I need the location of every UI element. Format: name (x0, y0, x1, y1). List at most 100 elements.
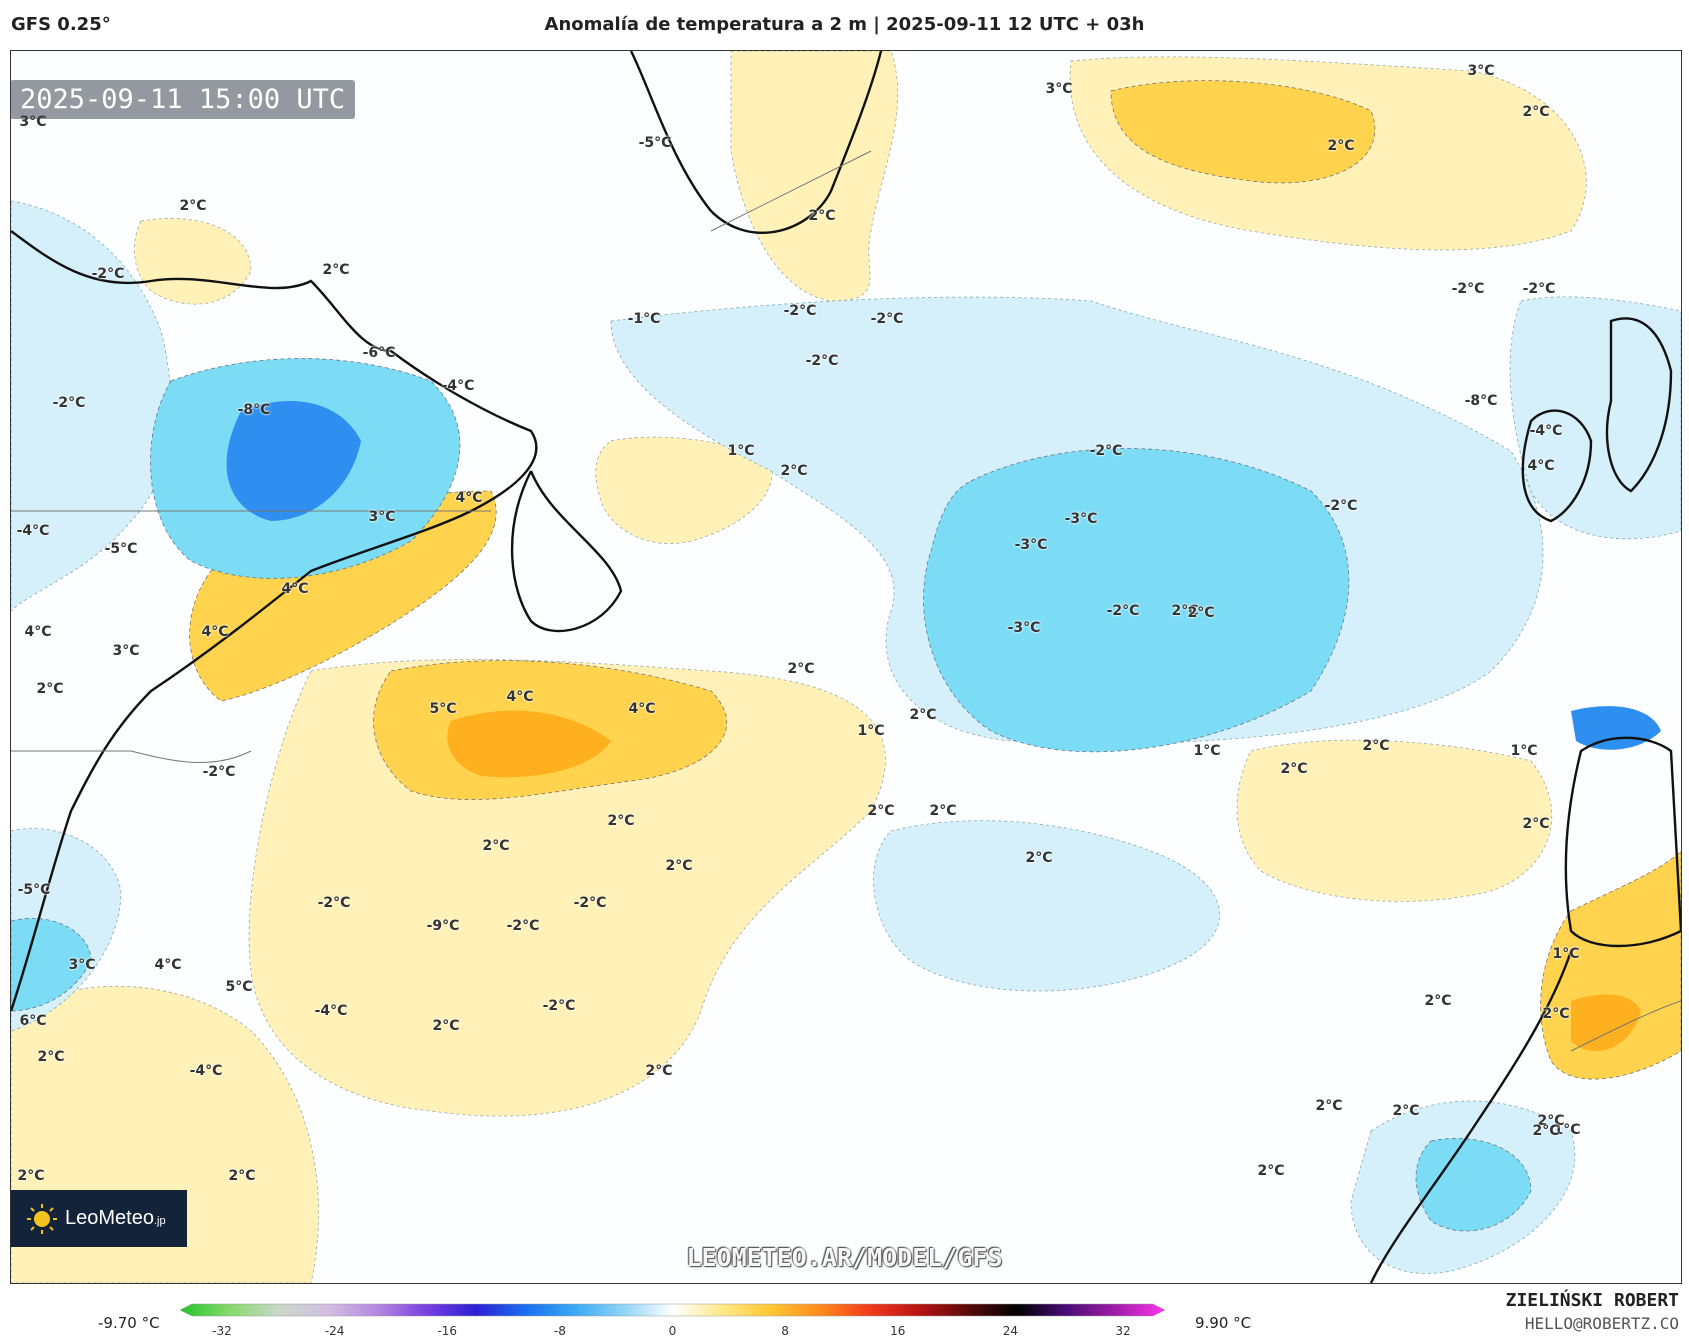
anomaly-label: 4°C (154, 957, 182, 973)
anomaly-label: -4°C (314, 1003, 348, 1019)
anomaly-label: 2°C (929, 803, 957, 819)
colorbar-scale: -32 -24 -16 -8 0 8 16 24 32 (179, 1303, 1166, 1338)
colorbar-tick: 0 (669, 1324, 677, 1338)
anomaly-label: 5°C (225, 979, 253, 995)
anomaly-label: 2°C (1542, 1006, 1570, 1022)
anomaly-label: 2°C (36, 681, 64, 697)
anomaly-label: 2°C (1537, 1113, 1565, 1129)
anomaly-label: 2°C (607, 813, 635, 829)
anomaly-label: -4°C (1529, 423, 1563, 439)
anomaly-label: -2°C (52, 395, 86, 411)
anomaly-label: -4°C (16, 523, 50, 539)
anomaly-label: 1°C (1552, 946, 1580, 962)
anomaly-label: -2°C (1451, 281, 1485, 297)
anomaly-label: 2°C (432, 1018, 460, 1034)
anomaly-label: -8°C (1464, 393, 1498, 409)
anomaly-label: 2°C (909, 707, 937, 723)
anomaly-label: -2°C (870, 311, 904, 327)
colorbar-tick: -16 (437, 1324, 457, 1338)
warm-anomaly-peak (447, 710, 1641, 1051)
anomaly-label: -2°C (1089, 443, 1123, 459)
anomaly-label: 5°C (429, 701, 457, 717)
anomaly-label: -5°C (104, 541, 138, 557)
anomaly-label: 2°C (1522, 104, 1550, 120)
anomaly-label: 2°C (787, 661, 815, 677)
anomaly-label: 3°C (368, 509, 396, 525)
coastlines (11, 51, 1681, 1283)
colorbar-tick: 16 (890, 1324, 905, 1338)
anomaly-label: -2°C (573, 895, 607, 911)
anomaly-label: 1°C (1193, 743, 1221, 759)
anomaly-label: 4°C (201, 624, 229, 640)
anomaly-label: 4°C (628, 701, 656, 717)
colorbar-tick: 8 (781, 1324, 789, 1338)
anomaly-label: 4°C (1527, 458, 1555, 474)
anomaly-label: 2°C (1522, 816, 1550, 832)
colorbar-tick: 24 (1003, 1324, 1018, 1338)
anomaly-label: 2°C (867, 803, 895, 819)
anomaly-label: 1°C (1553, 1122, 1581, 1138)
anomaly-label: 3°C (112, 643, 140, 659)
anomaly-label: 2°C (1327, 138, 1355, 154)
anomaly-label: -2°C (1522, 281, 1556, 297)
anomaly-label: 6°C (19, 1013, 47, 1029)
anomaly-label: -2°C (805, 353, 839, 369)
anomaly-label: 2°C (1171, 603, 1199, 619)
anomaly-label: 2°C (780, 463, 808, 479)
anomaly-label: -2°C (783, 303, 817, 319)
author-email[interactable]: HELLO@ROBERTZ.CO (1524, 1314, 1679, 1333)
anomaly-label: 4°C (24, 624, 52, 640)
anomaly-label: -4°C (189, 1063, 223, 1079)
anomaly-label: -5°C (17, 882, 51, 898)
anomaly-label: 2°C (1424, 993, 1452, 1009)
anomaly-label: -8°C (237, 402, 271, 418)
anomaly-label: -2°C (1324, 498, 1358, 514)
anomaly-label: 3°C (1467, 63, 1495, 79)
anomaly-label: 4°C (506, 689, 534, 705)
colorbar-gradient (179, 1303, 1166, 1317)
anomaly-label: 2°C (482, 838, 510, 854)
anomaly-label: 2°C (808, 208, 836, 224)
anomaly-label: 2°C (1362, 738, 1390, 754)
anomaly-label: -3°C (1007, 620, 1041, 636)
anomaly-label: 2°C (1025, 850, 1053, 866)
anomaly-label: -3°C (1064, 511, 1098, 527)
anomaly-label: 1°C (727, 443, 755, 459)
colorbar-min-label: -9.70 °C (98, 1314, 160, 1332)
anomaly-label: 2°C (228, 1168, 256, 1184)
anomaly-label: -3°C (1014, 537, 1048, 553)
anomaly-label: 3°C (1045, 81, 1073, 97)
anomaly-label: 3°C (68, 957, 96, 973)
anomaly-label: -5°C (638, 135, 672, 151)
anomaly-label: 2°C (1315, 1098, 1343, 1114)
valid-time-badge: 2025-09-11 15:00 UTC (10, 80, 356, 119)
anomaly-label: -6°C (362, 345, 396, 361)
anomaly-label: 2°C (1532, 1123, 1560, 1139)
colorbar: -9.70 °C -32 -24 -16 -8 0 8 16 24 32 9.90 °C (0, 1296, 1689, 1339)
anomaly-label: -2°C (202, 764, 236, 780)
borders (11, 150, 1681, 1052)
anomaly-label: -2°C (1106, 603, 1140, 619)
anomaly-label: 2°C (665, 858, 693, 874)
leometeo-logo[interactable]: LeoMeteo.jp (11, 1190, 187, 1247)
colorbar-tick: 32 (1115, 1324, 1130, 1338)
anomaly-label: 4°C (455, 490, 483, 506)
anomaly-label: 2°C (37, 1049, 65, 1065)
anomaly-label: -2°C (542, 998, 576, 1014)
anomaly-label: 2°C (1257, 1163, 1285, 1179)
anomaly-label: 2°C (17, 1168, 45, 1184)
anomaly-label: 1°C (1510, 743, 1538, 759)
model-name: GFS 0.25° (11, 14, 111, 35)
anomaly-label: 2°C (645, 1063, 673, 1079)
anomaly-label: -9°C (426, 918, 460, 934)
anomaly-label: 2°C (179, 198, 207, 214)
anomaly-label: -4°C (441, 378, 475, 394)
anomaly-label: 4°C (281, 581, 309, 597)
anomaly-label: -2°C (506, 918, 540, 934)
anomaly-label: 2°C (1392, 1103, 1420, 1119)
anomaly-label: -1°C (627, 311, 661, 327)
anomaly-label: 2°C (1280, 761, 1308, 777)
sun-icon (27, 1203, 57, 1234)
map-canvas[interactable]: 3°C 2°C -2°C 2°C -6°C -2°C -8°C -4°C -5°C -4°C 3°C… (10, 50, 1682, 1284)
anomaly-label: -2°C (317, 895, 351, 911)
